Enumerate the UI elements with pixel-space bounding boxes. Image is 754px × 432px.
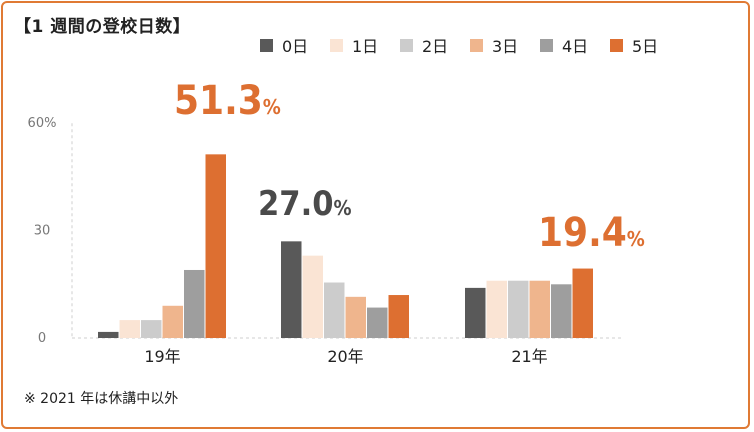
bar-2-4 xyxy=(551,284,572,338)
y-tick-label: 0 xyxy=(38,331,46,346)
annotation-unit: % xyxy=(333,196,351,220)
y-tick-label: 60% xyxy=(28,116,57,131)
legend-label-0: 0日 xyxy=(282,37,309,56)
bar-2-0 xyxy=(465,287,486,338)
legend-label-3: 3日 xyxy=(492,37,519,56)
x-tick-label: 21年 xyxy=(511,347,547,366)
bar-0-1 xyxy=(119,320,140,338)
legend-swatch-2 xyxy=(400,38,413,52)
annotation-unit: % xyxy=(263,95,281,119)
legend-item-5: 5日 xyxy=(610,34,658,56)
annotation-label: 51.3% xyxy=(174,78,281,124)
annotation-value: 19.4 xyxy=(538,210,627,256)
legend-item-1: 1日 xyxy=(330,34,378,56)
annotation-label: 27.0% xyxy=(258,184,352,224)
legend-label-2: 2日 xyxy=(422,37,449,56)
legend-label-5: 5日 xyxy=(632,37,659,56)
bar-0-3 xyxy=(162,305,183,338)
bar-0-4 xyxy=(184,269,205,338)
legend-item-3: 3日 xyxy=(470,34,518,56)
annotation-value: 51.3 xyxy=(174,78,263,124)
bar-0-0 xyxy=(98,331,119,338)
legend-item-4: 4日 xyxy=(540,34,588,56)
legend-item-0: 0日 xyxy=(260,34,308,56)
legend-label-1: 1日 xyxy=(352,37,379,56)
legend-label-4: 4日 xyxy=(562,37,589,56)
bar-2-5 xyxy=(572,268,593,338)
bar-2-1 xyxy=(486,280,507,338)
legend-swatch-1 xyxy=(330,38,343,52)
y-tick-label: 30 xyxy=(34,224,51,239)
annotation-unit: % xyxy=(627,227,645,251)
legend-item-2: 2日 xyxy=(400,34,448,56)
chart-title: 【1 週間の登校日数】 xyxy=(14,17,191,37)
bar-1-5 xyxy=(388,295,409,338)
x-tick-label: 19年 xyxy=(144,347,180,366)
bar-1-4 xyxy=(367,307,388,338)
bar-0-2 xyxy=(141,320,162,338)
x-tick-label: 20年 xyxy=(327,347,363,366)
legend-swatch-5 xyxy=(610,38,623,52)
footnote: ※ 2021 年は休講中以外 xyxy=(24,391,179,407)
bar-2-3 xyxy=(529,280,550,338)
bar-1-0 xyxy=(281,241,302,338)
bar-0-5 xyxy=(205,154,226,338)
bar-2-2 xyxy=(508,280,529,338)
bar-1-2 xyxy=(324,282,345,338)
bar-1-1 xyxy=(302,255,323,338)
annotation-value: 27.0 xyxy=(258,184,333,224)
legend-swatch-3 xyxy=(470,38,483,52)
legend-swatch-0 xyxy=(260,38,273,52)
annotation-label: 19.4% xyxy=(538,210,645,256)
legend-swatch-4 xyxy=(540,38,553,52)
bar-1-3 xyxy=(345,296,366,338)
